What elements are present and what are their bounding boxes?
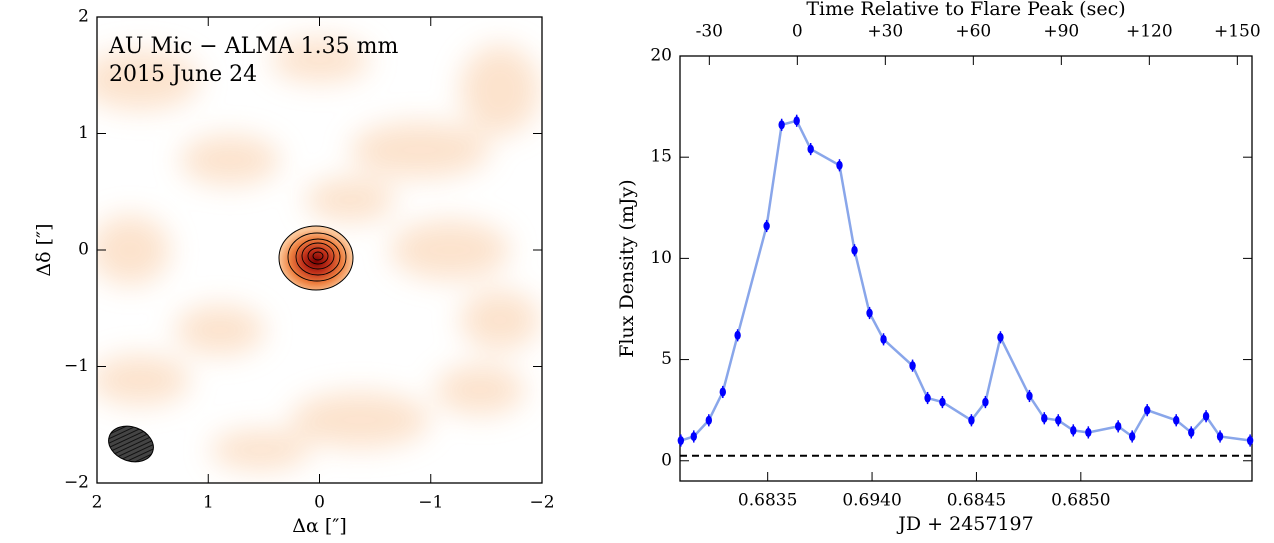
- plot-frame: [679, 55, 1253, 482]
- y-tick-label: −2: [64, 473, 89, 493]
- data-point: [1173, 415, 1180, 425]
- data-point: [793, 116, 800, 126]
- y-tick-label: 5: [661, 349, 672, 369]
- x2-tick-label: +150: [1214, 22, 1261, 42]
- y-tick-label: 0: [78, 240, 89, 260]
- data-point: [1026, 391, 1033, 401]
- data-point: [1085, 427, 1092, 437]
- y-tick-label: 20: [650, 46, 672, 66]
- data-point: [763, 221, 770, 231]
- x2-tick-label: +30: [867, 22, 903, 42]
- data-point: [982, 397, 989, 407]
- x-tick-label: 0: [314, 493, 325, 513]
- data-point: [807, 144, 814, 154]
- beam: [108, 425, 154, 463]
- data-point: [939, 397, 946, 407]
- data-point: [851, 245, 858, 255]
- y-tick-label: 10: [650, 248, 672, 268]
- data-point: [866, 308, 873, 318]
- x-tick-label: 0.6940: [842, 491, 901, 511]
- x2-tick-label: +120: [1126, 22, 1173, 42]
- data-point: [719, 387, 726, 397]
- x2-tick-label: +60: [955, 22, 991, 42]
- data-point: [778, 120, 785, 130]
- annotation: AU Mic − ALMA 1.35 mm: [108, 34, 398, 59]
- x-tick-label: 0.6850: [1051, 491, 1110, 511]
- data-point: [1188, 427, 1195, 437]
- x-tick-label: 0.6845: [947, 491, 1006, 511]
- data-point: [924, 393, 931, 403]
- x-axis-label: Δα [″]: [292, 515, 347, 537]
- x2-tick-label: 0: [792, 22, 803, 42]
- flux-line: [680, 119, 1251, 442]
- data-point: [909, 361, 916, 371]
- y-tick-label: 1: [78, 123, 89, 143]
- data-point: [880, 334, 887, 344]
- y-axis-label: Δδ [″]: [33, 223, 55, 276]
- x-tick-label: −1: [418, 493, 443, 513]
- data-point: [1246, 436, 1254, 446]
- data-point: [1114, 421, 1122, 431]
- data-point: [997, 332, 1004, 342]
- x-tick-label: 1: [203, 493, 214, 513]
- x-tick-label: −2: [529, 493, 554, 513]
- y-axis-label: Flux Density (mJy): [616, 179, 638, 357]
- data-point: [968, 415, 975, 425]
- data-point: [836, 160, 843, 170]
- y-tick-label: 0: [661, 450, 672, 470]
- plot-frame: [96, 16, 543, 484]
- x-tick-label: 0.6835: [738, 491, 797, 511]
- y-tick-label: −1: [64, 356, 89, 376]
- y-tick-label: 15: [650, 147, 672, 167]
- y-tick-label: 2: [78, 7, 89, 27]
- data-point: [1144, 405, 1151, 415]
- x-tick-label: 2: [92, 493, 103, 513]
- source-contours: [278, 225, 354, 291]
- data-point: [1055, 415, 1062, 425]
- image-background: [97, 17, 542, 483]
- data-point: [1216, 431, 1224, 441]
- data-point: [705, 415, 713, 425]
- x2-tick-label: -30: [696, 22, 723, 42]
- data-point: [1202, 411, 1210, 421]
- x-axis-label: JD + 2457197: [896, 513, 1033, 535]
- data-point: [677, 436, 685, 446]
- data-point: [1070, 425, 1077, 435]
- x2-tick-label: +90: [1043, 22, 1079, 42]
- data-point: [1128, 431, 1136, 441]
- annotation: 2015 June 24: [109, 62, 257, 87]
- data-point: [1041, 413, 1048, 423]
- data-point: [690, 431, 697, 441]
- data-point: [734, 330, 741, 340]
- x2-axis-label: Time Relative to Flare Peak (sec): [806, 0, 1125, 20]
